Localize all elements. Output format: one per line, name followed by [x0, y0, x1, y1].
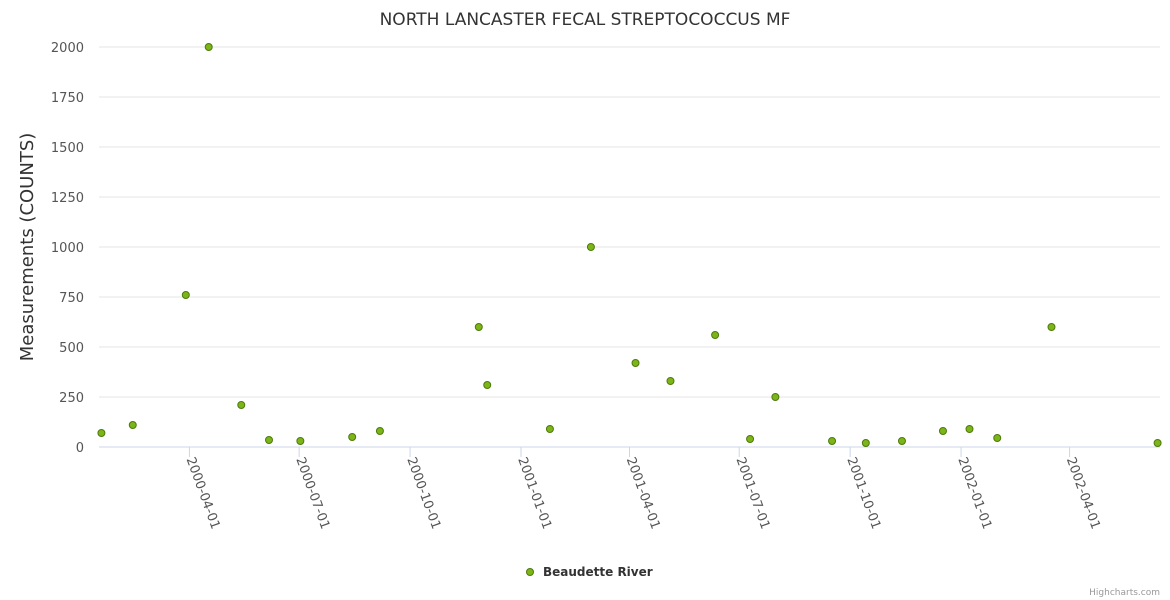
- data-points: [97, 43, 1162, 447]
- legend-marker-icon[interactable]: [526, 568, 534, 576]
- data-point[interactable]: [631, 359, 640, 367]
- x-tick-label: 2000-04-01: [183, 455, 223, 531]
- data-point[interactable]: [861, 439, 870, 447]
- data-point[interactable]: [771, 393, 780, 401]
- data-point[interactable]: [474, 323, 483, 331]
- data-point[interactable]: [828, 437, 837, 445]
- data-point[interactable]: [204, 43, 213, 51]
- data-point[interactable]: [586, 243, 595, 251]
- data-point[interactable]: [938, 427, 947, 435]
- x-tick-label: 2000-07-01: [292, 455, 332, 531]
- data-point[interactable]: [746, 435, 755, 443]
- x-tick-label: 2001-07-01: [732, 455, 772, 531]
- x-axis-labels: 2000-04-01 2000-07-01 2000-10-01 2001-01-01…: [183, 447, 1103, 531]
- data-point[interactable]: [265, 436, 274, 444]
- x-tick-label: 2002-04-01: [1063, 455, 1103, 531]
- chart-title: NORTH LANCASTER FECAL STREPTOCOCCUS MF: [380, 10, 791, 30]
- data-point[interactable]: [348, 433, 357, 441]
- grid-layer: [99, 46, 1160, 398]
- data-point[interactable]: [296, 437, 305, 445]
- data-point[interactable]: [483, 381, 492, 389]
- x-tick-label: 2000-10-01: [403, 455, 443, 531]
- y-tick-label: 750: [59, 291, 84, 306]
- data-point[interactable]: [1047, 323, 1056, 331]
- data-point[interactable]: [993, 434, 1002, 442]
- x-tick-label: 2001-10-01: [843, 455, 883, 531]
- data-point[interactable]: [237, 401, 246, 409]
- legend[interactable]: Beaudette River: [526, 565, 653, 579]
- y-axis-labels: 0 250 500 750 1000 1250 1500 1750 2000: [51, 41, 84, 456]
- y-tick-label: 2000: [51, 41, 84, 56]
- x-tick-label: 2002-01-01: [954, 455, 994, 531]
- y-tick-label: 250: [59, 391, 84, 406]
- data-point[interactable]: [1153, 439, 1162, 447]
- legend-item-label[interactable]: Beaudette River: [543, 565, 653, 579]
- data-point[interactable]: [897, 437, 906, 445]
- x-tick-label: 2001-04-01: [623, 455, 663, 531]
- y-tick-label: 500: [59, 341, 84, 356]
- data-point[interactable]: [965, 425, 974, 433]
- data-point[interactable]: [128, 421, 137, 429]
- data-point[interactable]: [375, 427, 384, 435]
- data-point[interactable]: [181, 291, 190, 299]
- data-point[interactable]: [666, 377, 675, 385]
- y-tick-label: 1500: [51, 141, 84, 156]
- y-tick-label: 1000: [51, 241, 84, 256]
- y-tick-label: 0: [76, 441, 84, 456]
- y-axis-title: Measurements (COUNTS): [17, 133, 38, 362]
- y-tick-label: 1250: [51, 191, 84, 206]
- credits-link[interactable]: Highcharts.com: [1089, 588, 1160, 598]
- y-tick-label: 1750: [51, 91, 84, 106]
- x-tick-label: 2001-01-01: [514, 455, 554, 531]
- data-point[interactable]: [545, 425, 554, 433]
- data-point[interactable]: [97, 429, 106, 437]
- data-point[interactable]: [711, 331, 720, 339]
